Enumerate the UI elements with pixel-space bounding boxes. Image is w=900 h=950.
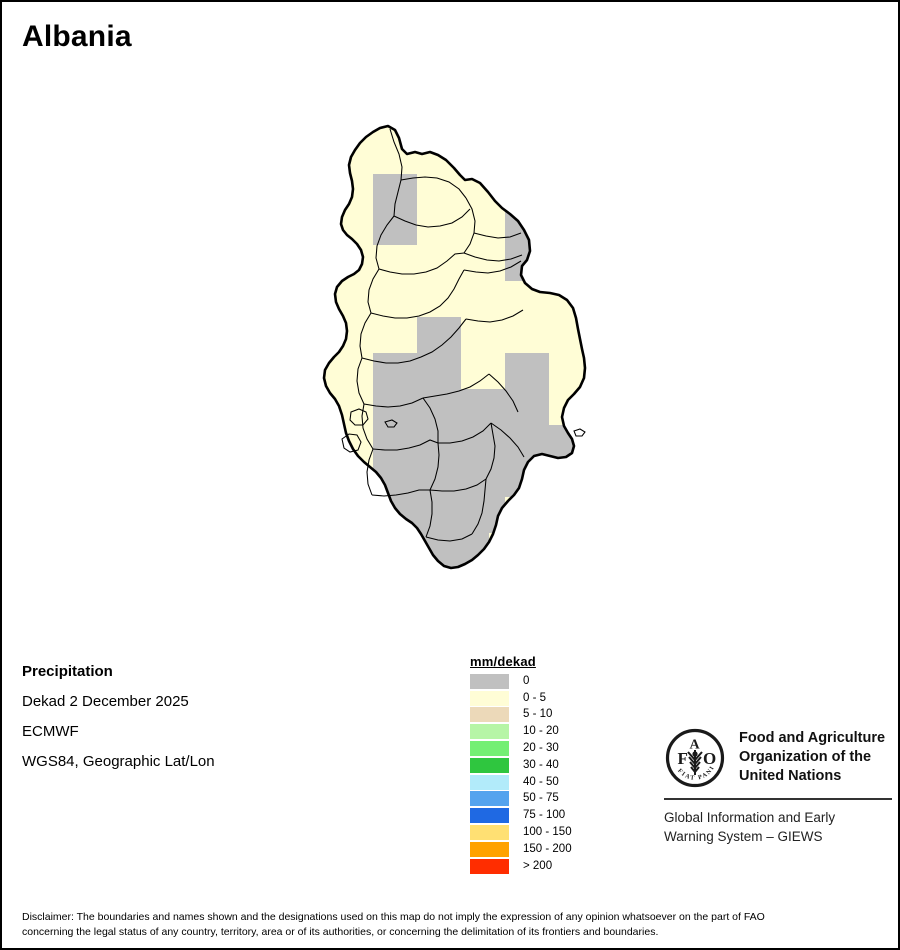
legend-label: 20 - 30 bbox=[523, 742, 559, 755]
fao-org-line-3: United Nations bbox=[739, 768, 842, 784]
legend-row: 40 - 50 bbox=[470, 774, 620, 791]
legend-swatch bbox=[470, 757, 509, 773]
legend-row: 75 - 100 bbox=[470, 807, 620, 824]
legend-label: 40 - 50 bbox=[523, 775, 559, 788]
legend-swatch bbox=[470, 724, 509, 740]
legend-row: 100 - 150 bbox=[470, 824, 620, 841]
legend-swatch bbox=[470, 707, 509, 723]
disclaimer: Disclaimer: The boundaries and names sho… bbox=[22, 910, 884, 940]
svg-text:A: A bbox=[690, 738, 701, 753]
district-boundaries bbox=[341, 128, 586, 542]
legend-label: 10 - 20 bbox=[523, 725, 559, 738]
fao-system-line-2: Warning System – GIEWS bbox=[664, 829, 823, 844]
page-title: Albania bbox=[22, 20, 132, 53]
fao-org-line-2: Organization of the bbox=[739, 749, 872, 765]
precipitation-raster bbox=[324, 126, 585, 568]
legend-label: 75 - 100 bbox=[523, 809, 566, 822]
legend-label: > 200 bbox=[523, 859, 553, 872]
legend-swatch bbox=[470, 825, 509, 841]
albania-map-svg bbox=[322, 124, 587, 570]
fao-organization-name: Food and Agriculture Organization of the… bbox=[739, 727, 885, 786]
fao-org-line-1: Food and Agriculture bbox=[739, 730, 886, 746]
legend-row: 10 - 20 bbox=[470, 723, 620, 740]
legend-label: 150 - 200 bbox=[523, 842, 572, 855]
legend-rows: 0 0 - 5 5 - 10 10 - 20 20 - 30 30 - 40 40 - 50… bbox=[470, 673, 620, 875]
legend: mm/dekad 0 0 - 5 5 - 10 10 - 20 20 - 30 30 - … bbox=[470, 654, 620, 875]
legend-label: 100 - 150 bbox=[523, 826, 572, 839]
fao-divider bbox=[664, 798, 892, 800]
fao-system-name: Global Information and Early Warning Sys… bbox=[664, 808, 892, 846]
metadata-projection: WGS84, Geographic Lat/Lon bbox=[22, 753, 215, 770]
legend-swatch bbox=[470, 841, 509, 857]
fao-header: F A O FIAT PANIS bbox=[664, 727, 892, 789]
fao-system-line-1: Global Information and Early bbox=[664, 810, 836, 825]
legend-label: 5 - 10 bbox=[523, 708, 553, 721]
legend-swatch bbox=[470, 673, 509, 689]
legend-title: mm/dekad bbox=[470, 654, 536, 669]
legend-swatch bbox=[470, 858, 509, 874]
svg-text:F: F bbox=[678, 749, 688, 768]
metadata-period: Dekad 2 December 2025 bbox=[22, 693, 189, 710]
legend-swatch bbox=[470, 690, 509, 706]
legend-row: 30 - 40 bbox=[470, 757, 620, 774]
legend-row: 0 - 5 bbox=[470, 690, 620, 707]
legend-row: 50 - 75 bbox=[470, 791, 620, 808]
legend-label: 0 - 5 bbox=[523, 691, 547, 704]
national-border bbox=[322, 124, 587, 570]
legend-row: 150 - 200 bbox=[470, 841, 620, 858]
fao-logo-icon: F A O FIAT PANIS bbox=[664, 727, 726, 789]
metadata-source: ECMWF bbox=[22, 723, 79, 740]
legend-label: 0 bbox=[523, 674, 530, 687]
disclaimer-line-1: Disclaimer: The boundaries and names sho… bbox=[22, 911, 765, 923]
legend-row: 5 - 10 bbox=[470, 707, 620, 724]
map-metadata: Precipitation Dekad 2 December 2025 ECMW… bbox=[22, 657, 352, 777]
map-figure bbox=[302, 112, 622, 592]
metadata-variable: Precipitation bbox=[22, 663, 113, 680]
legend-label: 30 - 40 bbox=[523, 758, 559, 771]
svg-text:O: O bbox=[703, 749, 716, 768]
legend-swatch bbox=[470, 791, 509, 807]
legend-swatch bbox=[470, 741, 509, 757]
legend-swatch bbox=[470, 808, 509, 824]
disclaimer-line-2: concerning the legal status of any count… bbox=[22, 926, 659, 938]
fao-branding: F A O FIAT PANIS bbox=[664, 727, 892, 846]
legend-swatch bbox=[470, 774, 509, 790]
legend-label: 50 - 75 bbox=[523, 792, 559, 805]
legend-row: 0 bbox=[470, 673, 620, 690]
legend-row: > 200 bbox=[470, 858, 620, 875]
legend-row: 20 - 30 bbox=[470, 740, 620, 757]
